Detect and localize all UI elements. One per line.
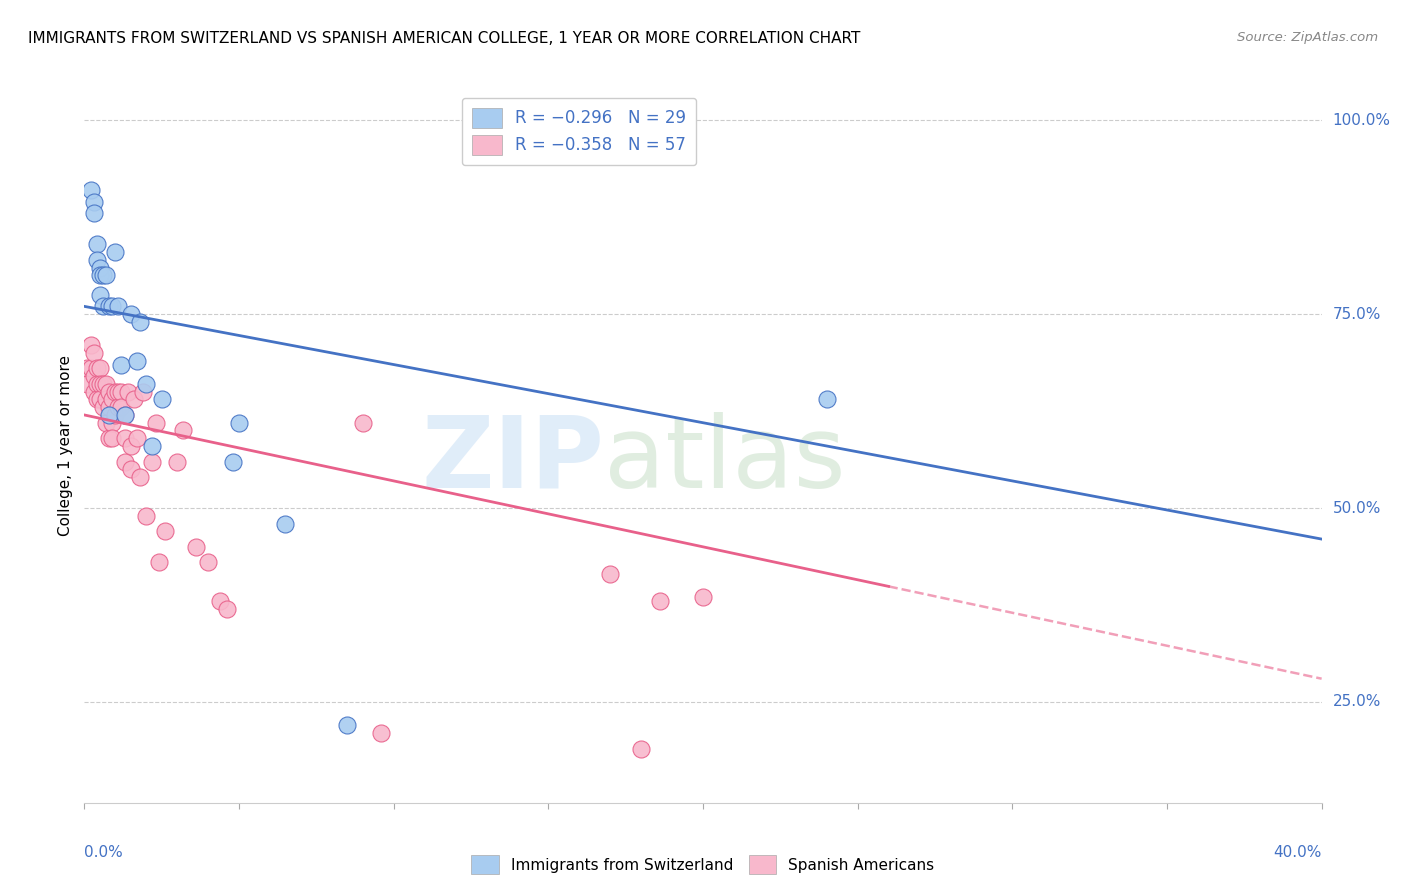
Text: IMMIGRANTS FROM SWITZERLAND VS SPANISH AMERICAN COLLEGE, 1 YEAR OR MORE CORRELAT: IMMIGRANTS FROM SWITZERLAND VS SPANISH A…: [28, 31, 860, 46]
Point: [117, 384, 139, 399]
Point: [91, 401, 114, 415]
Text: 25.0%: 25.0%: [1333, 695, 1381, 709]
Point: [94, 392, 117, 407]
Point: [98, 431, 121, 445]
Legend: R = −0.296   N = 29, R = −0.358   N = 57: R = −0.296 N = 29, R = −0.358 N = 57: [463, 97, 696, 165]
Point: [630, 741, 652, 756]
Point: [184, 540, 207, 554]
Point: [120, 462, 142, 476]
Point: [89, 392, 111, 407]
Point: [83, 194, 105, 209]
Point: [114, 408, 136, 422]
Point: [122, 392, 145, 407]
Point: [101, 416, 124, 430]
Point: [125, 353, 148, 368]
Point: [815, 392, 838, 407]
Text: 0.0%: 0.0%: [84, 846, 124, 861]
Point: [79, 338, 101, 352]
Point: [692, 591, 714, 605]
Point: [89, 376, 111, 391]
Point: [129, 470, 152, 484]
Point: [110, 401, 132, 415]
Point: [86, 252, 108, 267]
Text: ZIP: ZIP: [422, 412, 605, 508]
Point: [120, 307, 142, 321]
Point: [107, 401, 129, 415]
Point: [107, 384, 129, 399]
Point: [91, 268, 114, 283]
Point: [91, 299, 114, 313]
Point: [104, 408, 127, 422]
Point: [197, 555, 219, 569]
Point: [148, 555, 170, 569]
Point: [228, 416, 250, 430]
Text: 40.0%: 40.0%: [1274, 846, 1322, 861]
Point: [83, 346, 105, 360]
Point: [120, 439, 142, 453]
Point: [89, 268, 111, 283]
Point: [89, 260, 111, 275]
Point: [153, 524, 176, 539]
Text: 75.0%: 75.0%: [1333, 307, 1381, 322]
Point: [125, 431, 148, 445]
Point: [94, 416, 117, 430]
Point: [135, 376, 157, 391]
Point: [370, 726, 392, 740]
Point: [76, 361, 98, 376]
Point: [86, 376, 108, 391]
Point: [98, 299, 121, 313]
Point: [215, 602, 238, 616]
Point: [101, 392, 124, 407]
Point: [114, 431, 136, 445]
Point: [114, 454, 136, 468]
Text: atlas: atlas: [605, 412, 845, 508]
Text: 100.0%: 100.0%: [1333, 112, 1391, 128]
Point: [83, 206, 105, 220]
Point: [79, 361, 101, 376]
Point: [141, 454, 163, 468]
Point: [104, 384, 127, 399]
Point: [222, 454, 245, 468]
Point: [101, 431, 124, 445]
Point: [101, 299, 124, 313]
Point: [336, 718, 359, 732]
Text: Source: ZipAtlas.com: Source: ZipAtlas.com: [1237, 31, 1378, 45]
Point: [110, 384, 132, 399]
Point: [114, 408, 136, 422]
Point: [150, 392, 173, 407]
Point: [110, 358, 132, 372]
Text: 50.0%: 50.0%: [1333, 500, 1381, 516]
Point: [141, 439, 163, 453]
Point: [104, 245, 127, 260]
Point: [79, 183, 101, 197]
Point: [172, 424, 194, 438]
Point: [599, 566, 621, 581]
Y-axis label: College, 1 year or more: College, 1 year or more: [58, 356, 73, 536]
Point: [94, 376, 117, 391]
Point: [86, 237, 108, 252]
Point: [86, 361, 108, 376]
Point: [274, 516, 297, 531]
Point: [83, 384, 105, 399]
Point: [83, 369, 105, 384]
Point: [648, 594, 671, 608]
Point: [107, 299, 129, 313]
Point: [132, 384, 155, 399]
Point: [166, 454, 188, 468]
Point: [94, 268, 117, 283]
Point: [98, 384, 121, 399]
Point: [135, 508, 157, 523]
Point: [98, 401, 121, 415]
Point: [129, 315, 152, 329]
Point: [91, 376, 114, 391]
Legend: Immigrants from Switzerland, Spanish Americans: Immigrants from Switzerland, Spanish Ame…: [465, 849, 941, 880]
Point: [76, 376, 98, 391]
Point: [86, 392, 108, 407]
Point: [145, 416, 167, 430]
Point: [89, 287, 111, 301]
Point: [209, 594, 232, 608]
Point: [89, 361, 111, 376]
Point: [352, 416, 374, 430]
Point: [98, 408, 121, 422]
